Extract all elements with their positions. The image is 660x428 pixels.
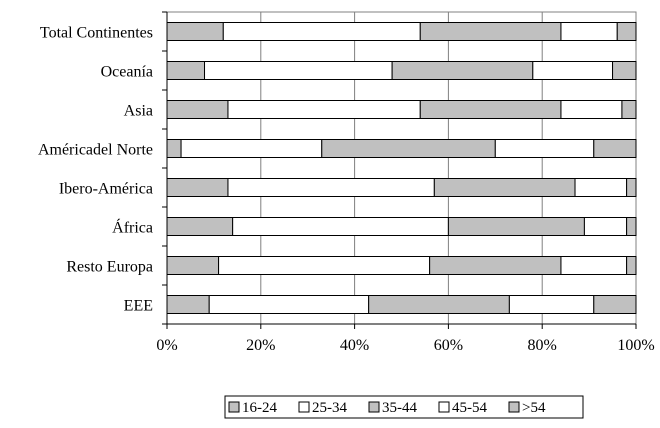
bar-segment-54-5: [626, 217, 637, 236]
plot-area-border: [166, 11, 637, 325]
bar-segment-2534-3: [180, 139, 323, 158]
bar-segment-54-3: [593, 139, 637, 158]
bar-segment-4554-2: [560, 100, 623, 119]
bar-segment-1624-7: [166, 295, 210, 314]
bar-segment-3544-5: [447, 217, 585, 236]
grid-layer: [166, 11, 637, 325]
legend-label: 45-54: [452, 400, 487, 416]
x-tick-label: 40%: [340, 337, 369, 354]
bar-segment-1624-6: [166, 256, 220, 275]
bar-segment-4554-5: [583, 217, 628, 236]
bar-segment-1624-0: [166, 22, 224, 41]
bar-segment-54-6: [626, 256, 637, 275]
legend-swatch: [508, 401, 520, 413]
category-label: Oceanía: [101, 64, 153, 81]
bar-segment-4554-4: [574, 178, 628, 197]
bar-segment-3544-3: [321, 139, 496, 158]
legend-label: >54: [522, 400, 546, 416]
x-tick-label: 100%: [617, 337, 654, 354]
x-tick-labels: 0% 20% 40% 60% 80% 100%: [156, 337, 654, 354]
bar-segment-3544-2: [419, 100, 562, 119]
category-labels: Total Continentes Oceanía Asia Américadel N…: [38, 25, 153, 315]
bars-layer: [166, 22, 637, 314]
bar-segment-3544-7: [368, 295, 510, 314]
axis-layer: [162, 11, 637, 329]
bar-segment-54-4: [626, 178, 637, 197]
bar-segment-2534-5: [232, 217, 449, 236]
bar-segment-4554-7: [508, 295, 595, 314]
bar-segment-4554-1: [532, 61, 614, 80]
bar-segment-54-2: [621, 100, 637, 119]
bar-segment-3544-4: [433, 178, 576, 197]
category-label: Asia: [124, 103, 153, 120]
bar-segment-2534-0: [222, 22, 421, 41]
legend-label: 35-44: [382, 400, 417, 416]
category-label: Américadel Norte: [38, 142, 153, 159]
bar-segment-4554-0: [560, 22, 618, 41]
bar-segment-54-1: [612, 61, 637, 80]
category-label: Resto Europa: [66, 259, 153, 276]
category-label: Ibero-América: [59, 181, 153, 198]
bar-segment-54-0: [616, 22, 637, 41]
bar-segment-4554-3: [494, 139, 595, 158]
legend-box: [224, 395, 584, 419]
bar-segment-1624-5: [166, 217, 234, 236]
x-tick-label: 0%: [156, 337, 177, 354]
bar-segment-1624-2: [166, 100, 229, 119]
bar-segment-2534-2: [227, 100, 421, 119]
bar-segment-2534-1: [204, 61, 393, 80]
bar-segment-1624-4: [166, 178, 229, 197]
category-label: África: [112, 218, 153, 237]
legend-swatch: [228, 401, 240, 413]
x-tick-label: 20%: [246, 337, 275, 354]
bar-segment-2534-6: [218, 256, 431, 275]
bar-segment-3544-1: [391, 61, 534, 80]
category-label: EEE: [124, 298, 153, 315]
legend-swatch: [438, 401, 450, 413]
legend: 16-24 25-34 35-44 45-54 >54: [224, 395, 584, 419]
bar-segment-2534-4: [227, 178, 435, 197]
bar-segment-1624-3: [166, 139, 182, 158]
x-tick-label: 80%: [528, 337, 557, 354]
legend-label: 16-24: [242, 400, 277, 416]
bar-segment-2534-7: [208, 295, 370, 314]
legend-swatch: [368, 401, 380, 413]
bar-segment-4554-6: [560, 256, 628, 275]
bar-segment-1624-1: [166, 61, 206, 80]
category-label: Total Continentes: [40, 25, 153, 42]
legend-swatch: [298, 401, 310, 413]
legend-label: 25-34: [312, 400, 347, 416]
bar-segment-3544-0: [419, 22, 562, 41]
bar-segment-54-7: [593, 295, 637, 314]
x-tick-label: 60%: [434, 337, 463, 354]
bar-segment-3544-6: [429, 256, 562, 275]
